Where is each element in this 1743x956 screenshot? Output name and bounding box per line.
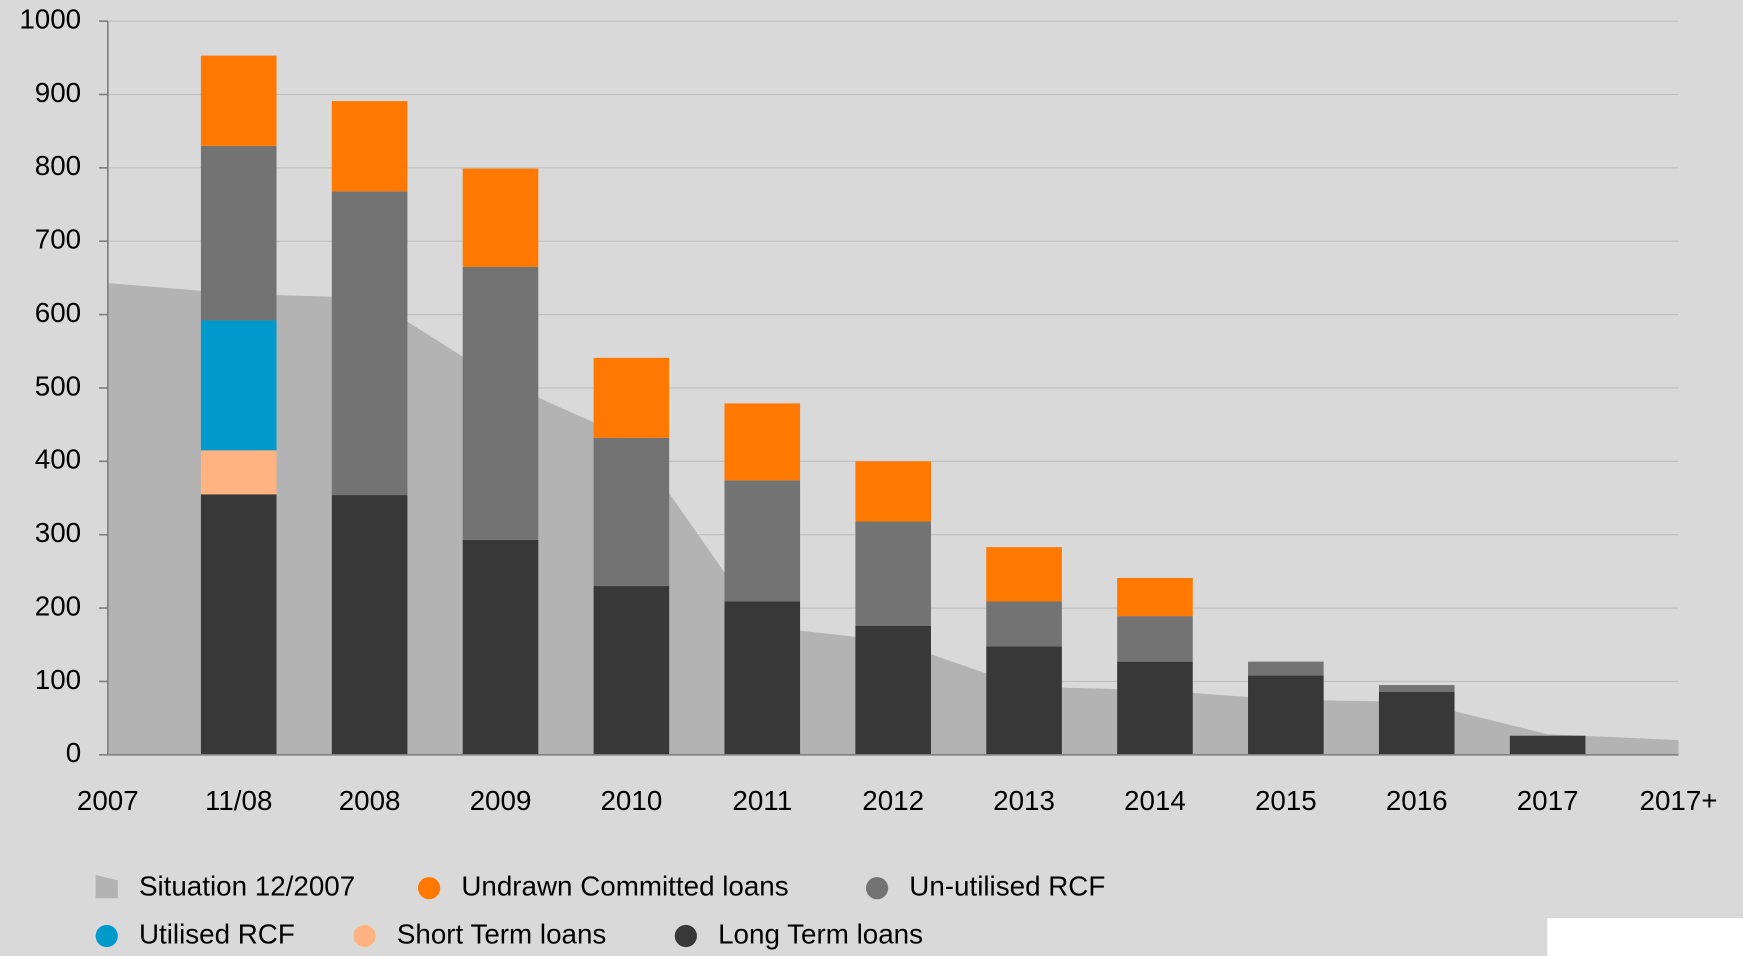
x-tick-label: 2011 [732,785,792,816]
y-tick-label: 700 [35,224,81,255]
y-tick-label: 900 [35,77,81,108]
legend-label: Un-utilised RCF [909,871,1105,902]
y-tick-label: 400 [35,444,81,475]
bar-segment [724,601,801,755]
bar-segment [855,625,931,755]
y-tick-label: 100 [35,664,81,695]
legend-marker [417,877,441,900]
bar-segment [200,450,277,495]
x-tick-label: 2012 [862,785,924,816]
legend-label: Long Term loans [718,918,923,949]
x-tick-label: 2008 [339,785,401,816]
bar-segment [855,521,931,626]
y-tick-label: 200 [35,590,81,621]
x-tick-label: 11/08 [205,785,272,816]
x-tick-label: 2015 [1255,785,1317,816]
legend-marker [95,924,118,948]
bar-segment [462,539,539,755]
bar-segment [200,145,277,321]
bar-segment [593,586,670,755]
y-tick-label: 800 [35,150,81,181]
bar-segment [986,601,1062,647]
bar-segment [200,494,277,755]
x-tick-label: 2009 [470,785,532,816]
bar-segment [1248,675,1324,755]
bar-segment [724,403,801,481]
y-tick-label: 500 [35,370,81,401]
bar-segment [462,266,539,540]
bar-segment [1378,685,1455,692]
legend-marker [674,924,697,948]
bar-segment [1248,661,1324,676]
x-tick-label: 2007 [77,785,139,816]
x-tick-label: 2010 [600,785,662,816]
x-tick-label: 2016 [1386,785,1448,816]
bar-segment [331,191,408,496]
bar-segment [1117,577,1193,617]
bar-segment [593,437,670,587]
bar-segment [1378,691,1455,755]
bar-segment [724,480,801,602]
legend-marker [865,877,889,900]
legend-marker [95,874,118,899]
bar-segment [1117,616,1193,662]
legend-label: Utilised RCF [139,918,295,949]
bar-segment [986,646,1062,755]
legend-label: Situation 12/2007 [139,871,355,902]
x-tick-label: 2014 [1124,785,1186,816]
x-tick-label: 2013 [993,785,1055,816]
bar-segment [593,357,670,438]
legend-label: Short Term loans [397,918,606,949]
bar-segment [1509,735,1586,755]
y-tick-label: 1000 [19,3,81,34]
y-tick-label: 600 [35,297,81,328]
bar-segment [200,55,277,146]
bar-segment [331,495,408,755]
corner-patch [1547,918,1743,956]
bar-segment [1117,661,1193,755]
bar-segment [200,320,277,451]
legend-label: Undrawn Committed loans [461,871,788,902]
bar-segment [986,547,1062,602]
bar-segment [331,101,408,192]
bar-segment [855,461,931,522]
bar-segment [462,168,539,267]
legend-marker [353,924,376,948]
y-tick-label: 300 [35,517,81,548]
x-tick-label: 2017+ [1640,785,1718,816]
y-tick-label: 0 [66,737,81,768]
x-tick-label: 2017 [1517,785,1579,816]
